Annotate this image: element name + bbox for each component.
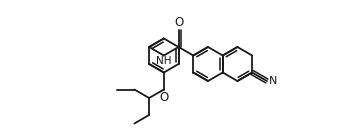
- Text: O: O: [159, 91, 169, 104]
- Text: O: O: [174, 15, 183, 29]
- Text: N: N: [268, 77, 277, 86]
- Text: NH: NH: [156, 56, 172, 67]
